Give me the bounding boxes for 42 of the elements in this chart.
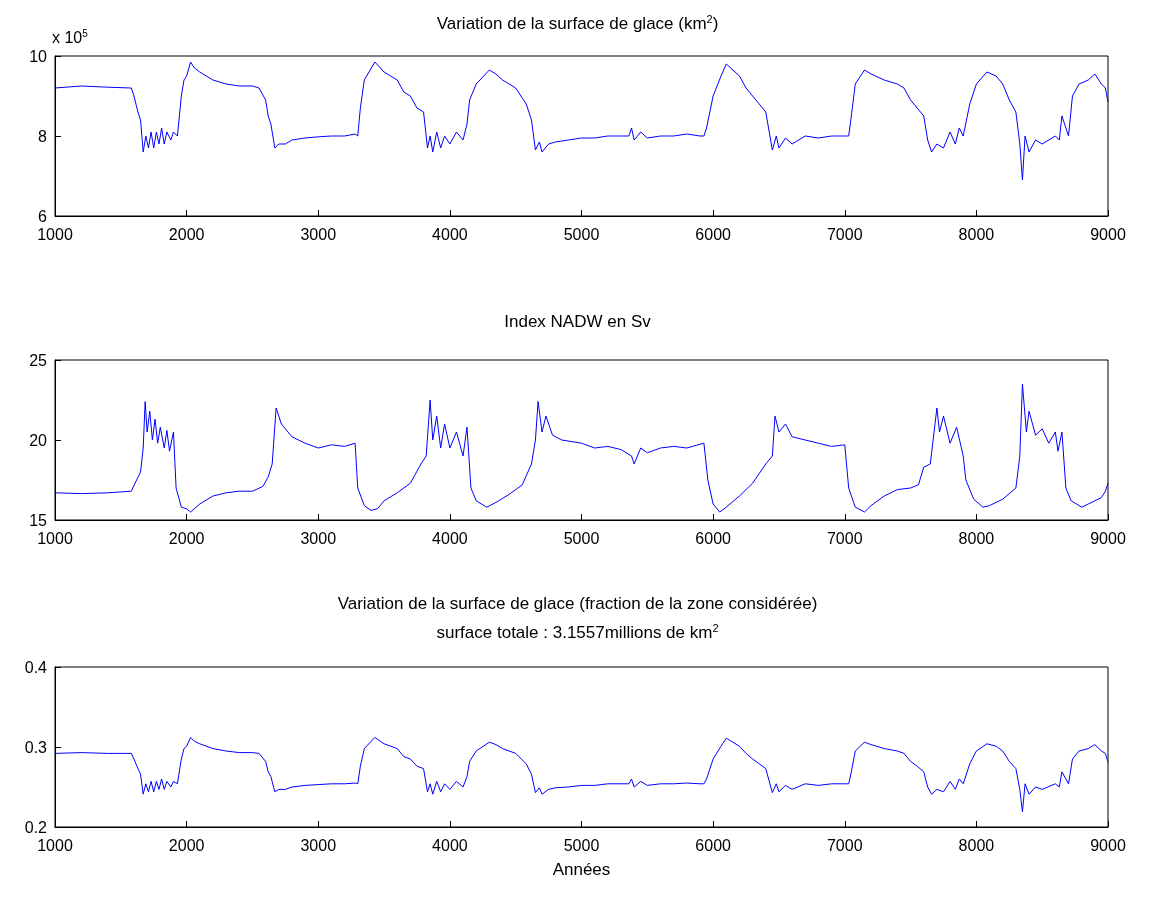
chart-title: Index NADW en Sv [504,312,652,331]
x-tick-label: 4000 [432,836,468,854]
y-tick-label: 10 [29,47,48,65]
y-tick-label: 20 [29,431,48,449]
x-tick-label: 4000 [432,529,468,547]
x-tick-label: 7000 [826,225,863,243]
x-tick-label: 5000 [563,225,600,243]
line-series [54,383,1109,513]
x-tick-label: 4000 [432,225,468,243]
x-tick-label: 6000 [695,529,732,547]
x-tick-label: 7000 [826,836,863,854]
line-series [54,736,1109,813]
x-tick-label: 9000 [1090,529,1126,547]
x-tick-label: 8000 [958,225,995,243]
x-tick-label: 8000 [958,836,995,854]
x-tick-label: 1000 [37,529,73,547]
x-tick-label: 3000 [300,836,337,854]
y-tick-label: 0.2 [24,818,48,836]
line-series [54,61,1109,181]
x-tick-label: 7000 [826,529,863,547]
x-tick-label: 5000 [563,529,600,547]
x-tick-label: 9000 [1090,225,1126,243]
x-tick-label: 1000 [37,836,73,854]
x-tick-label: 6000 [695,225,732,243]
y-tick-label: 15 [29,511,48,529]
y-tick-label: 6 [38,207,48,225]
x-tick-label: 3000 [300,225,337,243]
y-tick-label: 0.3 [24,738,48,756]
x-tick-label: 2000 [168,225,205,243]
x-axis-title: Années [552,860,611,879]
x-tick-label: 5000 [563,836,600,854]
x-tick-label: 3000 [300,529,337,547]
chart-title: Variation de la surface de glace (fraction de la zone considérée) [337,594,818,613]
x-tick-label: 2000 [168,836,205,854]
y-tick-label: 25 [29,351,48,369]
x-tick-label: 9000 [1090,836,1126,854]
y-tick-label: 0.4 [24,658,48,676]
x-tick-label: 8000 [958,529,995,547]
y-tick-label: 8 [38,127,48,145]
x-tick-label: 1000 [37,225,73,243]
x-tick-label: 6000 [695,836,732,854]
x-tick-label: 2000 [168,529,205,547]
